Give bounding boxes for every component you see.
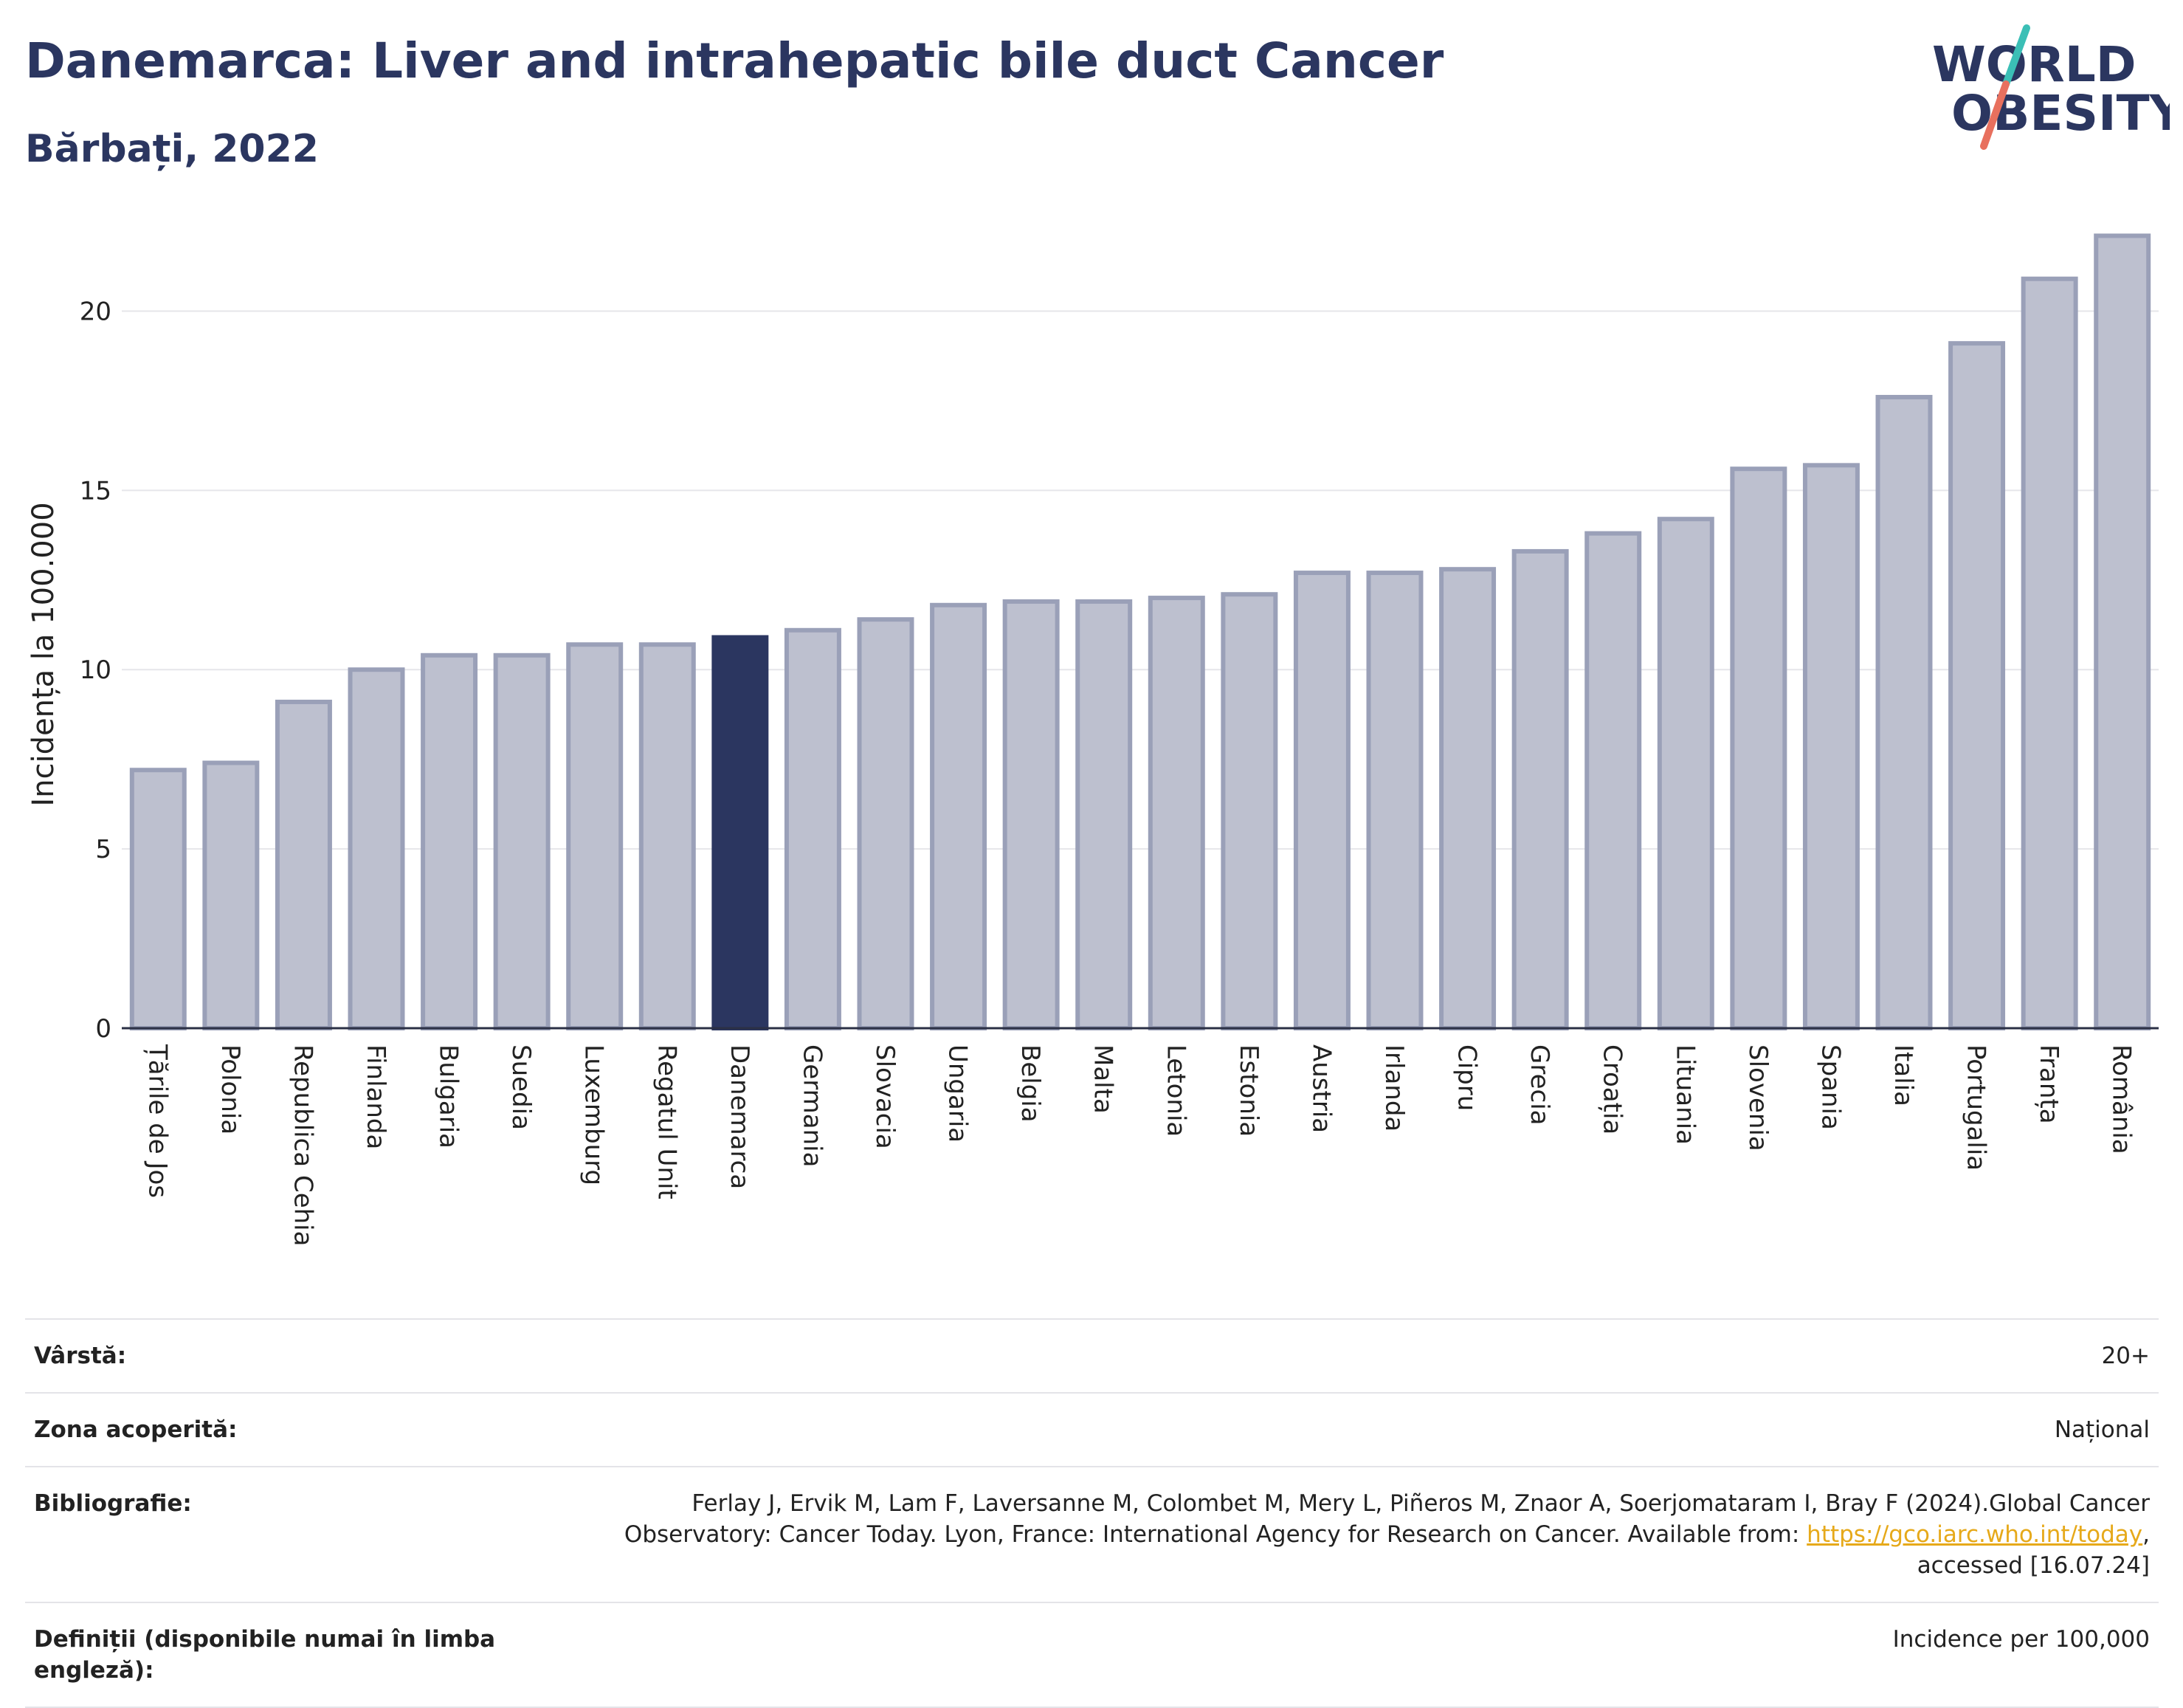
info-value-bibliography: Ferlay J, Ervik M, Lam F, Laversanne M, … — [515, 1467, 2159, 1602]
logo-text-world: WORLD — [1932, 36, 2137, 93]
x-tick-label: Irlanda — [1379, 1044, 1409, 1132]
page-subtitle: Bărbați, 2022 — [25, 127, 319, 171]
x-tick-label: Finlanda — [361, 1044, 390, 1149]
info-value-coverage: Național — [2054, 1416, 2150, 1443]
bar — [566, 642, 624, 1030]
bar — [1148, 596, 1205, 1030]
bar — [2094, 233, 2151, 1030]
bar — [202, 760, 260, 1030]
info-label-definitions: Definiții (disponibile numai în limba en… — [34, 1626, 496, 1684]
bar — [1293, 571, 1351, 1030]
bar — [857, 617, 914, 1030]
x-tick-label: Ungaria — [943, 1044, 973, 1143]
bar — [421, 652, 478, 1031]
x-tick-label: Bulgaria — [434, 1044, 463, 1149]
x-tick-label: Letonia — [1161, 1044, 1190, 1137]
bibliography-line2: Observatory: Cancer Today. Lyon, France:… — [624, 1521, 1807, 1548]
x-tick-label: Germania — [797, 1044, 827, 1167]
info-row-definitions: Definiții (disponibile numai în limba en… — [25, 1602, 2159, 1707]
bar — [930, 602, 987, 1030]
x-tick-label: Slovacia — [870, 1044, 900, 1149]
x-tick-label: Regatul Unit — [652, 1044, 681, 1199]
info-label-bibliography: Bibliografie: — [34, 1490, 192, 1517]
info-row-coverage: Zona acoperită: Național — [25, 1393, 2159, 1467]
logo-slash-teal — [2002, 24, 2030, 88]
info-row-bibliography: Bibliografie: Ferlay J, Ervik M, Lam F, … — [25, 1467, 2159, 1602]
x-tick-label: Grecia — [1525, 1044, 1554, 1125]
bibliography-line1: Ferlay J, Ervik M, Lam F, Laversanne M, … — [692, 1490, 2150, 1517]
bar — [1657, 517, 1714, 1030]
x-tick-label: Luxemburg — [579, 1044, 609, 1185]
bibliography-line3: accessed [16.07.24] — [1917, 1552, 2150, 1579]
x-tick-label: Italia — [1889, 1044, 1918, 1106]
bar — [1948, 341, 2006, 1031]
bar — [711, 635, 769, 1030]
bar — [638, 642, 696, 1030]
info-row-age: Vârstă: 20+ — [25, 1319, 2159, 1393]
bibliography-line2-end: , — [2142, 1521, 2150, 1548]
info-label-age: Vârstă: — [34, 1343, 127, 1369]
y-tick-label: 20 — [80, 297, 111, 326]
x-tick-label: Polonia — [215, 1044, 245, 1134]
x-tick-label: Malta — [1089, 1044, 1118, 1114]
info-value-definitions: Incidence per 100,000 — [1892, 1626, 2150, 1653]
bar-chart: 0 5 10 15 20 Țările de Jos Polonia Republica Ce… — [27, 233, 2159, 1246]
x-tick-label: Portugalia — [1962, 1044, 1991, 1171]
info-label-coverage: Zona acoperită: — [34, 1416, 238, 1443]
x-tick-label: Croația — [1598, 1044, 1627, 1134]
y-tick-label: 15 — [80, 476, 111, 506]
bibliography-link[interactable]: https://gco.iarc.who.int/today — [1807, 1521, 2143, 1548]
x-tick-label: Slovenia — [1743, 1044, 1773, 1151]
page-title: Danemarca: Liver and intrahepatic bile d… — [25, 32, 1444, 89]
x-tick-label: Estonia — [1234, 1044, 1263, 1137]
bar — [1511, 548, 1569, 1030]
x-tick-label: Austria — [1306, 1044, 1336, 1133]
bar — [1002, 599, 1060, 1030]
bar — [1875, 395, 1933, 1030]
bar — [1439, 567, 1497, 1030]
bar — [1075, 599, 1133, 1030]
bar — [1584, 531, 1642, 1030]
y-tick-label: 10 — [80, 655, 111, 685]
bar — [129, 768, 187, 1030]
info-table: Vârstă: 20+ Zona acoperită: Național Bib… — [25, 1318, 2159, 1708]
x-tick-label: Danemarca — [725, 1044, 754, 1189]
x-tick-label: Franța — [2034, 1044, 2063, 1124]
bar — [2021, 276, 2078, 1031]
bar — [784, 627, 841, 1030]
x-tick-label: Lituania — [1670, 1044, 1700, 1145]
y-tick-label: 5 — [95, 835, 111, 864]
x-tick-label: Cipru — [1452, 1044, 1482, 1111]
x-tick-label: Suedia — [506, 1044, 536, 1130]
bar — [1366, 571, 1424, 1030]
y-axis-label: Incidența la 100.000 — [27, 502, 61, 806]
y-tick-label: 0 — [95, 1014, 111, 1044]
x-tick-label: Belgia — [1015, 1044, 1045, 1123]
x-tick-label: Spania — [1815, 1044, 1845, 1130]
info-value-age: 20+ — [2101, 1343, 2150, 1369]
x-tick-label: România — [2107, 1044, 2137, 1154]
bar — [348, 667, 405, 1030]
world-obesity-logo: WORLD OBESITY — [1932, 24, 2170, 150]
logo-slash-coral — [1980, 80, 2010, 150]
x-tick-label: Țările de Jos — [142, 1044, 172, 1198]
bar — [1221, 592, 1278, 1030]
bar — [275, 699, 332, 1030]
bar — [1730, 466, 1787, 1030]
bar — [1802, 463, 1860, 1030]
x-tick-label: Republica Cehia — [288, 1044, 317, 1246]
bar — [493, 652, 551, 1031]
